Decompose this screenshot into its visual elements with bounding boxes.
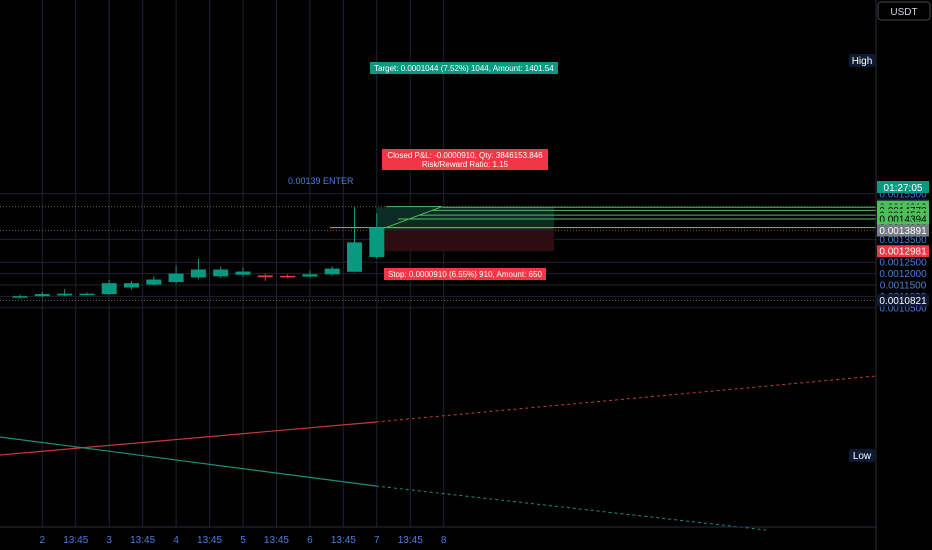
- svg-text:High: High: [852, 56, 873, 67]
- high-tag: High: [849, 54, 875, 67]
- candle-body: [213, 269, 229, 277]
- candle-body: [124, 283, 139, 288]
- candle-body: [347, 242, 362, 272]
- candle-body: [34, 294, 50, 297]
- countdown-badge: 01:27:05: [877, 181, 929, 194]
- candle-body: [324, 268, 340, 275]
- svg-text:Target: 0.0001044 (7.52%) 1044: Target: 0.0001044 (7.52%) 1044, Amount: …: [374, 64, 554, 73]
- x-tick-label: 13:45: [63, 535, 88, 546]
- x-tick-label: 13:45: [264, 535, 289, 546]
- price-label: 0.0010821: [879, 296, 927, 307]
- time-axis[interactable]: 2 13:45 3 13:45 4 13:45 5 13:45 6 13:45 7 13:45 8: [40, 535, 447, 546]
- svg-text:Risk/Reward Ratio: 1.15: Risk/Reward Ratio: 1.15: [422, 160, 509, 169]
- price-label: 0.0013891: [879, 226, 927, 237]
- price-label: 0.0012981: [879, 247, 927, 258]
- x-tick-label: 7: [374, 535, 380, 546]
- target-annotation[interactable]: Target: 0.0001044 (7.52%) 1044, Amount: …: [370, 62, 558, 74]
- enter-label: 0.00139 ENTER: [288, 176, 354, 186]
- svg-text:Stop: 0.0000910 (6.55%) 910, A: Stop: 0.0000910 (6.55%) 910, Amount: 650: [388, 270, 542, 279]
- green-trendline: [0, 436, 377, 487]
- candle-body: [235, 271, 251, 275]
- candle-body: [146, 279, 162, 285]
- y-tick-label: 0.0010500: [879, 303, 927, 314]
- candle-body: [12, 296, 28, 298]
- candle-body: [280, 275, 296, 278]
- red-trendline: [0, 421, 377, 456]
- green-trendline-extension: [375, 485, 767, 531]
- candle-body: [302, 274, 318, 277]
- price-label-bg: [877, 245, 929, 258]
- svg-text:USDT: USDT: [890, 7, 917, 18]
- x-tick-label: 5: [240, 535, 246, 546]
- y-tick-label: 0.0013500: [879, 235, 927, 246]
- closed-pnl-annotation[interactable]: Closed P&L: -0.0000910, Qty: 3846153.846…: [382, 149, 548, 170]
- price-label: 0.0014394: [879, 215, 927, 226]
- trend-lines: [0, 375, 877, 531]
- candles: [12, 206, 385, 299]
- svg-text:01:27:05: 01:27:05: [884, 183, 923, 194]
- candle-body: [257, 275, 273, 278]
- svg-text:Closed P&L: -0.0000910, Qty: 3: Closed P&L: -0.0000910, Qty: 3846153.846: [387, 151, 543, 160]
- x-tick-label: 13:45: [130, 535, 155, 546]
- grid-lines: [0, 0, 876, 527]
- candle-body: [79, 293, 95, 296]
- candle-body: [369, 227, 385, 257]
- x-tick-label: 3: [106, 535, 112, 546]
- position-zones: [376, 207, 554, 252]
- candle-body: [57, 293, 73, 296]
- currency-button[interactable]: USDT: [877, 1, 931, 21]
- candle-body: [190, 269, 206, 278]
- x-tick-label: 2: [40, 535, 46, 546]
- price-labels: 0.00150330.00149350.00149120.00147720.00…: [877, 198, 929, 307]
- low-tag: Low: [849, 449, 875, 462]
- stop-zone: [376, 230, 554, 252]
- svg-text:Low: Low: [853, 451, 872, 462]
- price-label-bg: [877, 294, 929, 307]
- x-tick-label: 4: [173, 535, 179, 546]
- level-lines: [330, 206, 876, 229]
- candle-body: [101, 283, 117, 295]
- stop-annotation[interactable]: Stop: 0.0000910 (6.55%) 910, Amount: 650: [384, 268, 546, 280]
- red-trendline-extension: [375, 375, 877, 423]
- x-tick-label: 13:45: [197, 535, 222, 546]
- target-arrow: [385, 206, 443, 229]
- candle-body: [168, 273, 184, 283]
- y-tick-label: 0.0015500: [879, 189, 927, 200]
- y-tick-label: 0.0012000: [879, 269, 927, 280]
- y-tick-label: 0.0012500: [879, 258, 927, 269]
- x-tick-label: 13:45: [331, 535, 356, 546]
- y-tick-label: 0.0011500: [880, 281, 927, 292]
- x-tick-label: 6: [307, 535, 313, 546]
- price-label-bg: [877, 224, 929, 237]
- x-tick-label: 8: [441, 535, 447, 546]
- x-tick-label: 13:45: [398, 535, 423, 546]
